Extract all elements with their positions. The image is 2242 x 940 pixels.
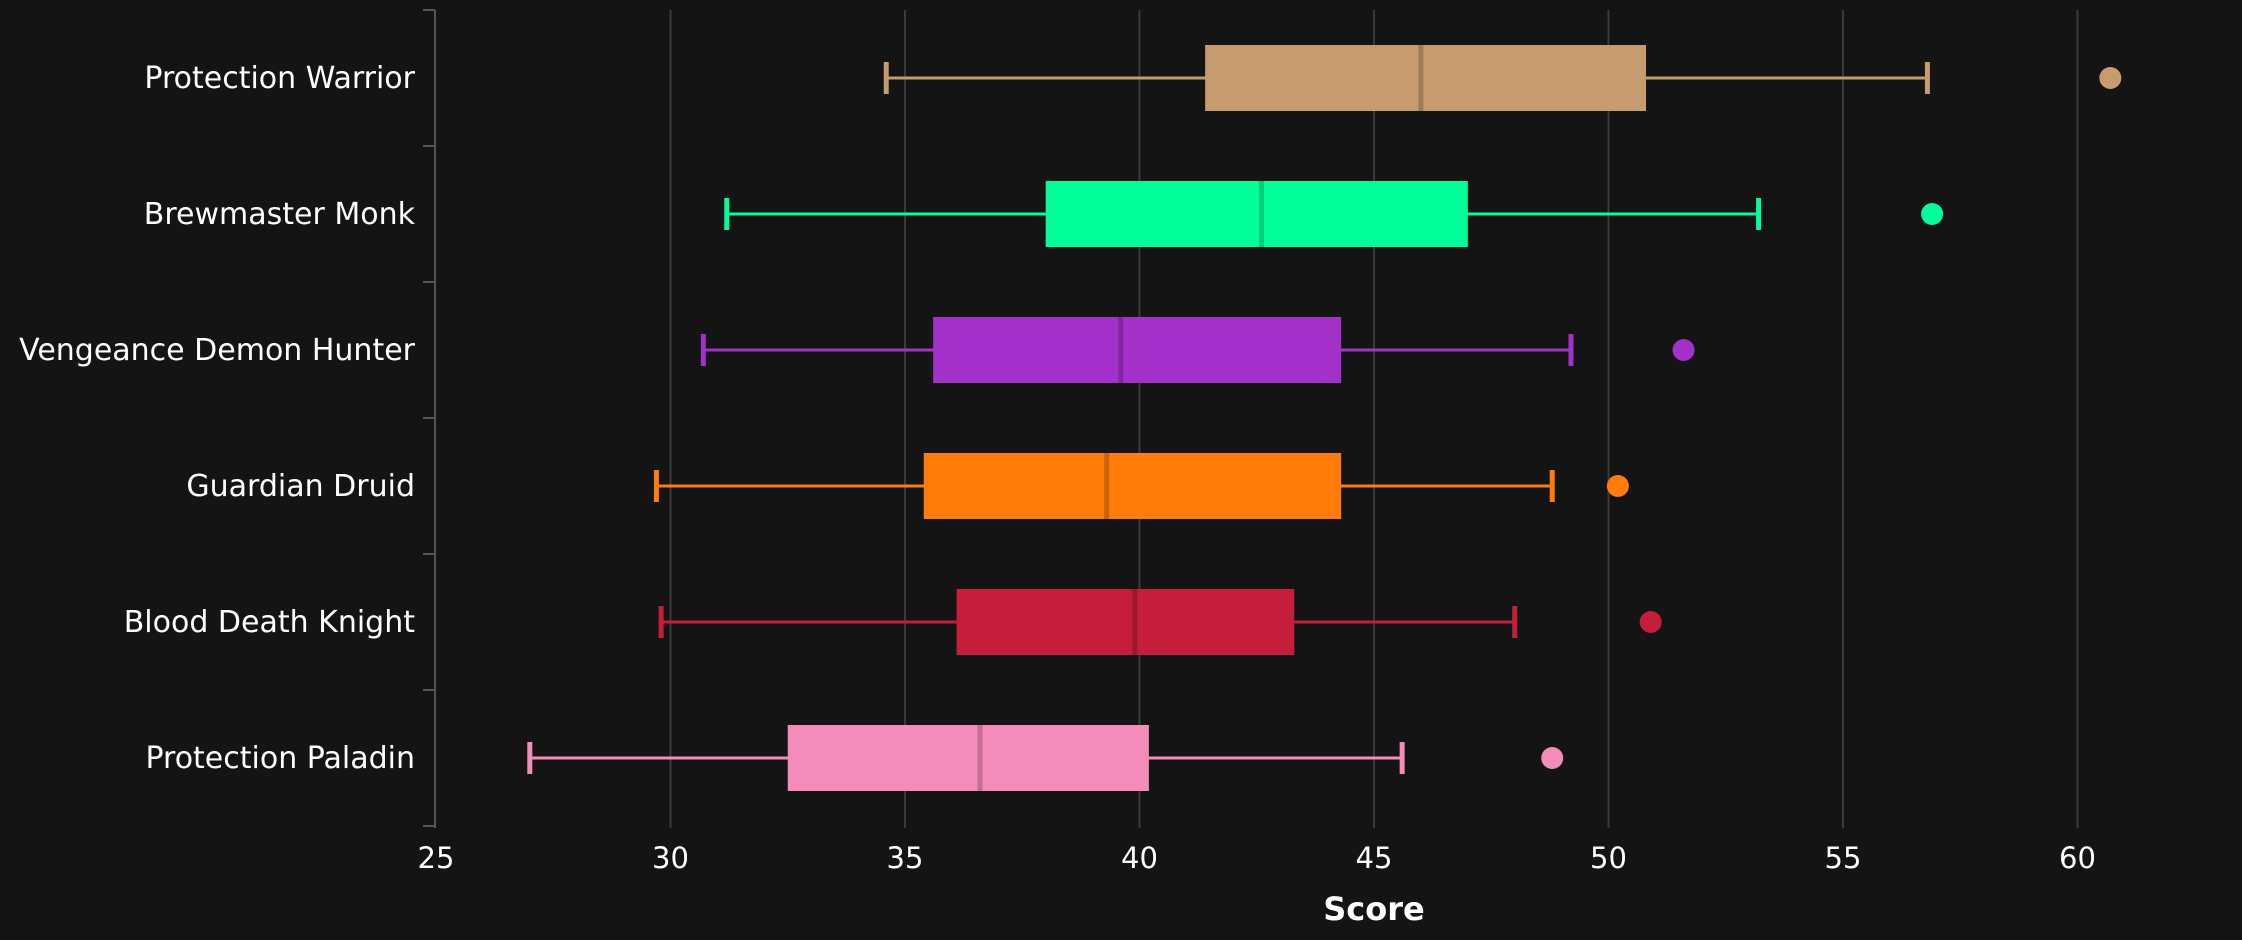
x-tick-label: 35: [887, 841, 924, 875]
category-label: Brewmaster Monk: [144, 197, 416, 232]
x-tick-label: 25: [418, 841, 455, 875]
x-tick-label: 60: [2059, 841, 2096, 875]
x-tick-label: 45: [1356, 841, 1393, 875]
category-label: Blood Death Knight: [124, 605, 416, 640]
box-group: [653, 453, 1629, 519]
category-labels: Protection Warrior Brewmaster Monk Vengean…: [19, 61, 416, 776]
x-axis-title: Score: [1323, 890, 1424, 928]
box-group: [724, 181, 1944, 247]
outlier-point: [1541, 747, 1564, 769]
box-group: [883, 45, 2122, 111]
outlier-point: [1672, 339, 1695, 361]
box-group: [700, 317, 1695, 383]
outlier-point: [2099, 67, 2122, 89]
iqr-box: [956, 589, 1295, 655]
category-label: Protection Warrior: [144, 61, 415, 96]
category-label: Vengeance Demon Hunter: [19, 333, 416, 368]
iqr-box: [923, 453, 1342, 519]
y-axis: [423, 9, 436, 828]
grid-lines: [669, 10, 2079, 828]
x-tick-label: 55: [1825, 841, 1862, 875]
iqr-box: [1045, 181, 1468, 247]
box-group: [527, 725, 1564, 791]
category-label: Protection Paladin: [145, 741, 415, 776]
iqr-box: [1205, 45, 1647, 111]
outlier-point: [1606, 475, 1629, 497]
outlier-point: [1921, 203, 1944, 225]
boxes: [527, 45, 2122, 791]
x-tick-label: 40: [1121, 841, 1158, 875]
x-tick-label: 30: [652, 841, 689, 875]
x-tick-label: 50: [1590, 841, 1627, 875]
iqr-box: [933, 317, 1342, 383]
outlier-point: [1639, 611, 1662, 633]
iqr-box: [787, 725, 1149, 791]
box-group: [658, 589, 1662, 655]
category-label: Guardian Druid: [186, 469, 415, 504]
x-tick-labels: 25 30 35 40 45 50 55 60: [418, 841, 2096, 875]
